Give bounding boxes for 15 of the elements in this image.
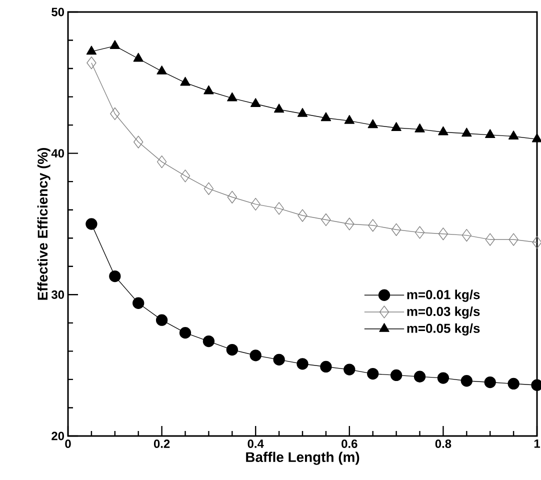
- x-tick-label: 0.6: [342, 440, 358, 448]
- x-tick-label: 1: [534, 440, 540, 448]
- x-tick-label: 0.2: [154, 440, 170, 448]
- y-axis-title: Effective Efficiency (%): [37, 148, 50, 300]
- legend-label: m=0.01 kg/s: [407, 290, 480, 302]
- x-tick-label: 0.8: [435, 440, 452, 448]
- x-tick-label: 0: [65, 440, 71, 448]
- x-axis-title: Baffle Length (m): [246, 452, 360, 465]
- x-tick-label: 0.4: [248, 440, 264, 448]
- legend-label: m=0.03 kg/s: [407, 306, 480, 319]
- y-tick-label: 30: [51, 290, 64, 299]
- y-tick-label: 50: [52, 8, 64, 16]
- legend-label: m=0.05 kg/s: [407, 323, 480, 336]
- y-tick-label: 40: [51, 149, 64, 158]
- y-tick-label: 20: [52, 432, 64, 440]
